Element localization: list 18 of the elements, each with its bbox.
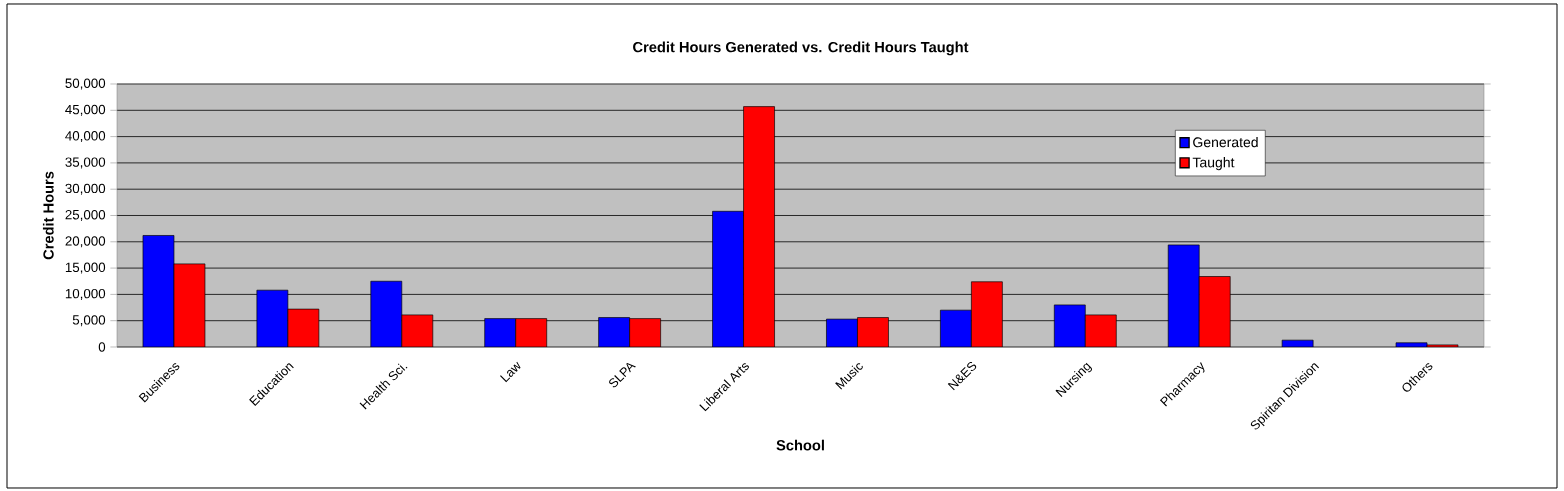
y-tick-label: 25,000 xyxy=(65,209,106,222)
legend-label: Generated xyxy=(1193,136,1258,148)
chart-title: Credit Hours Generated vs. Credit Hours Taught xyxy=(633,41,969,56)
y-tick-label: 15,000 xyxy=(65,262,106,274)
y-tick-label: 40,000 xyxy=(65,131,106,143)
x-axis-title: School xyxy=(776,439,824,451)
y-tick-label: 0 xyxy=(98,342,106,352)
y-tick-label: 5,000 xyxy=(72,315,106,327)
bar xyxy=(1281,339,1314,347)
y-axis-title: Credit Hours xyxy=(42,171,54,260)
y-tick-label: 10,000 xyxy=(65,288,106,300)
y-tick-label: 30,000 xyxy=(65,183,106,195)
legend-label: Taught xyxy=(1192,157,1235,171)
y-tick-label: 35,000 xyxy=(65,157,106,169)
y-tick-label: 20,000 xyxy=(65,236,106,248)
y-tick-label: 45,000 xyxy=(65,104,106,116)
y-tick-label: 50,000 xyxy=(65,78,106,90)
x-tick-label: Law xyxy=(500,361,521,383)
